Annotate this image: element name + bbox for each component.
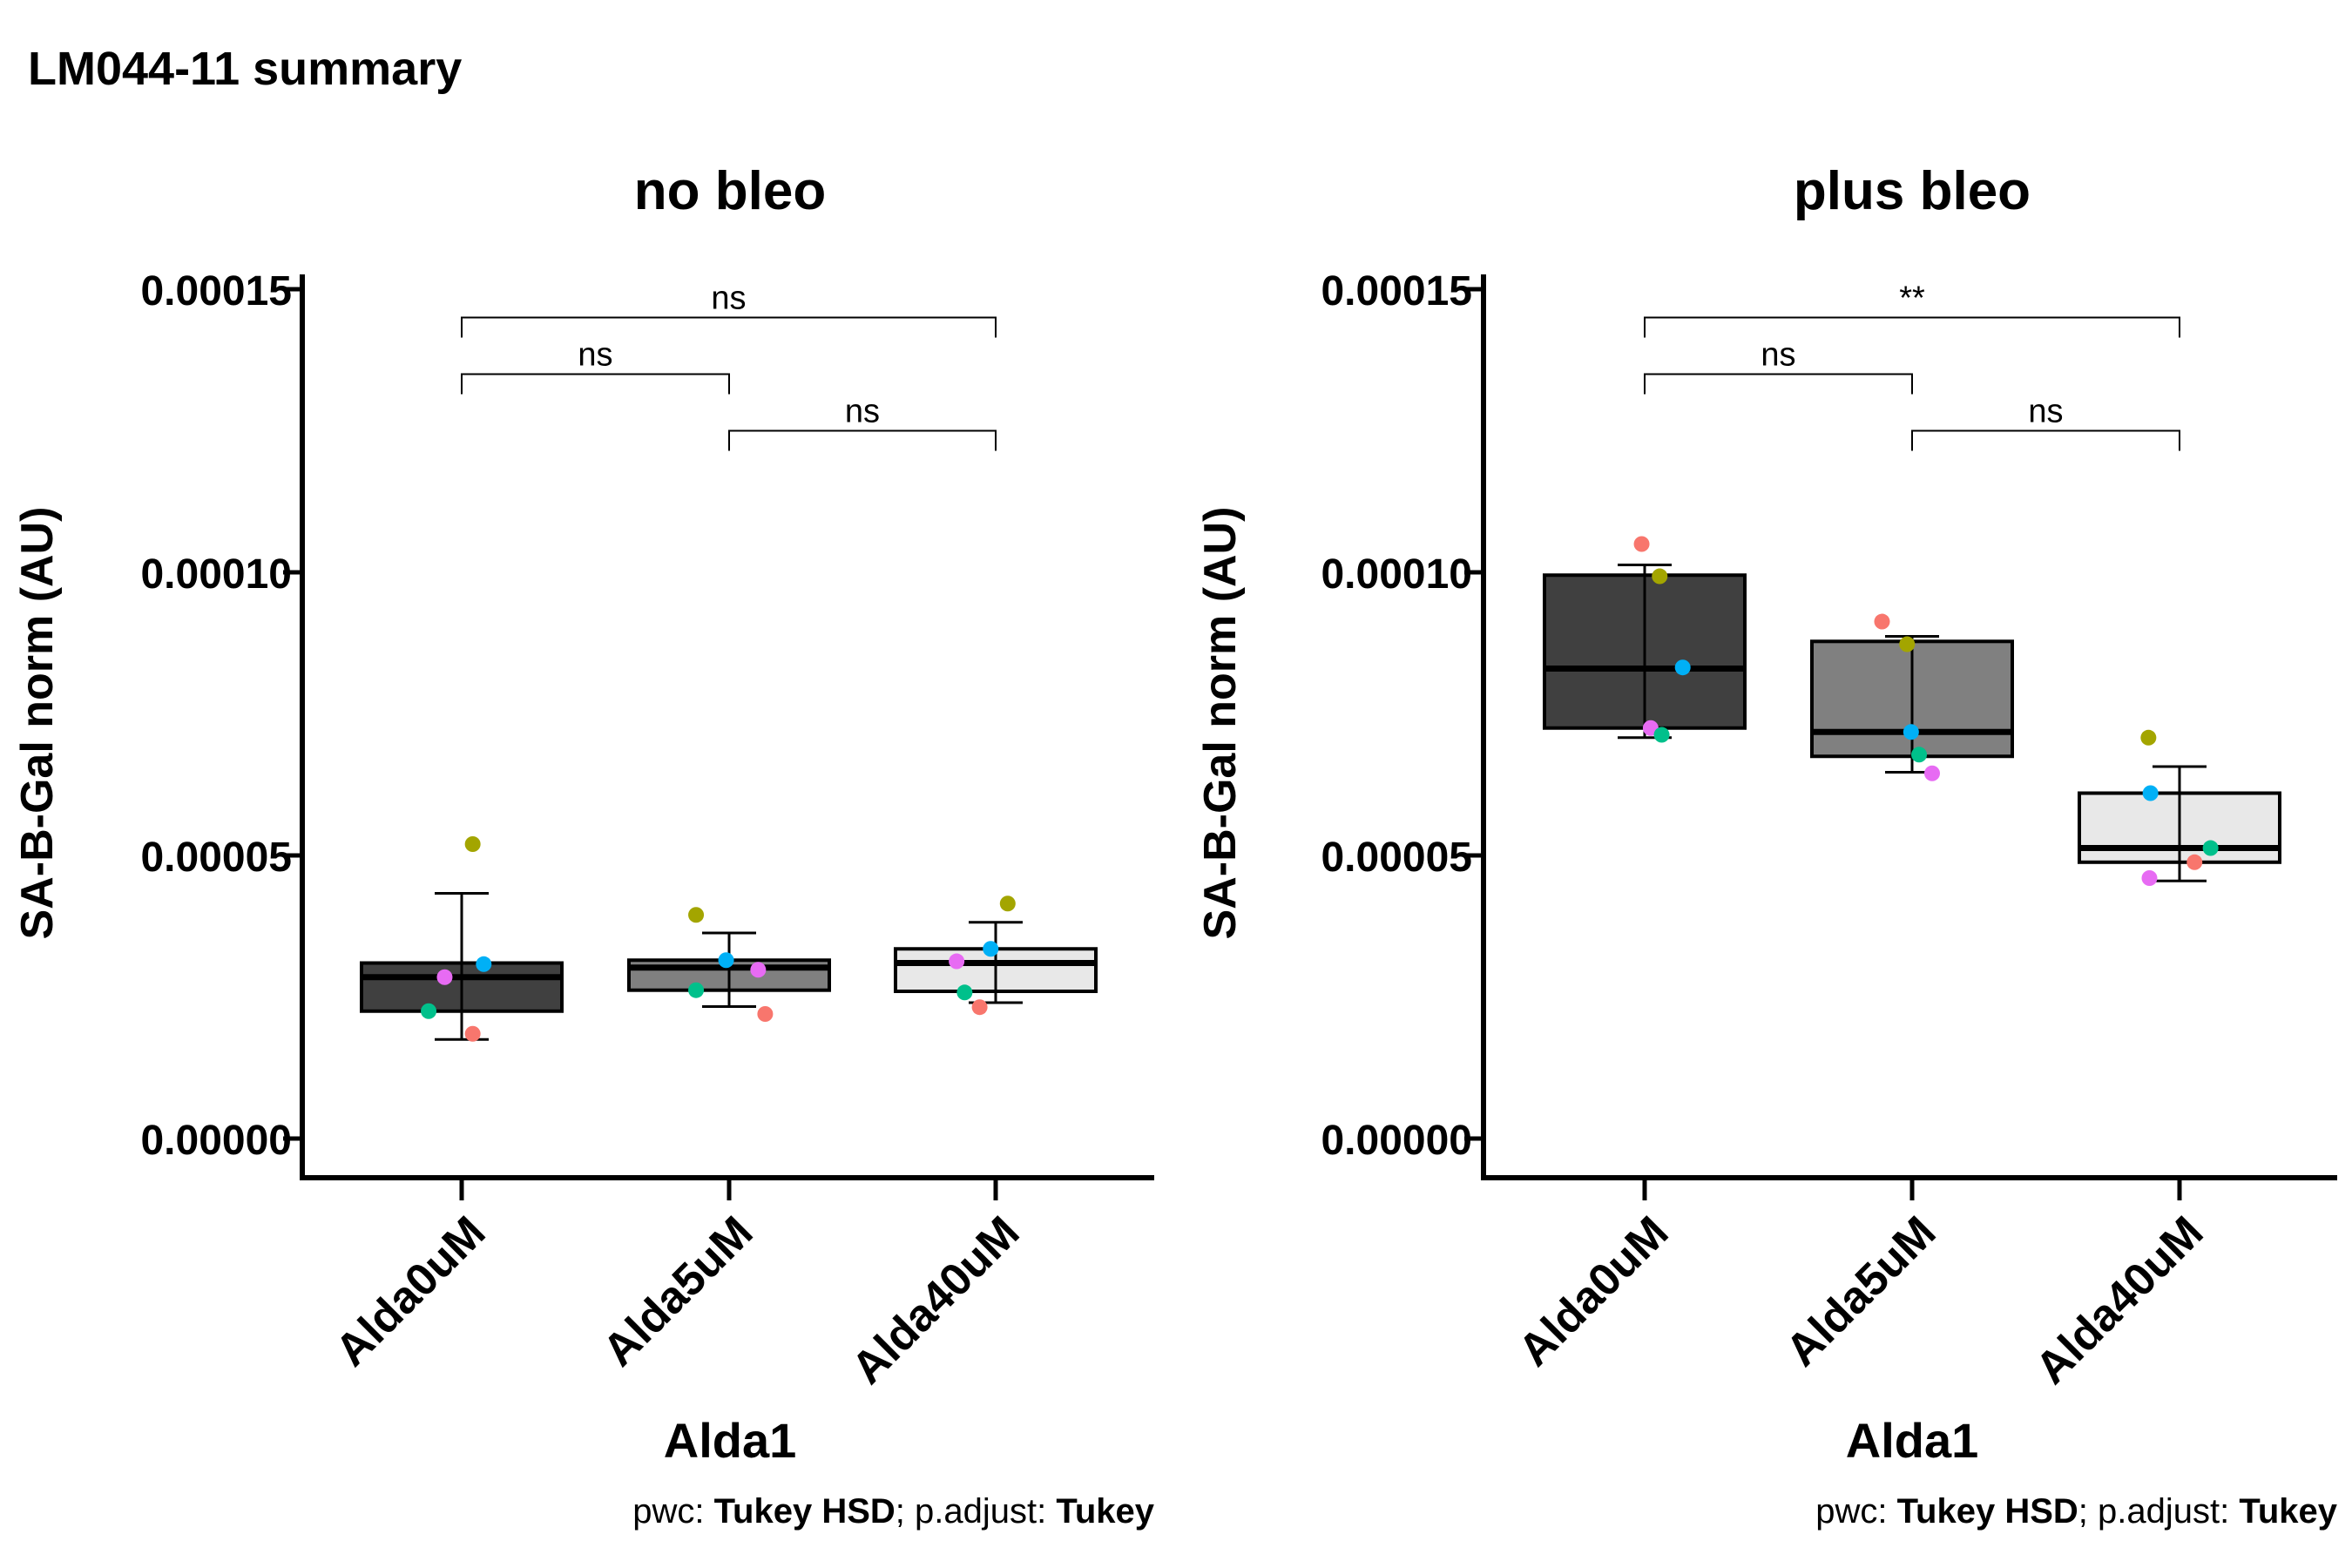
x-tick-label: Alda0uM bbox=[1509, 1206, 1678, 1375]
data-point bbox=[2141, 870, 2158, 886]
caption-pwc-value: Tukey HSD bbox=[714, 1492, 896, 1531]
data-point bbox=[2140, 729, 2157, 746]
x-axis-label: Alda1 bbox=[1846, 1413, 1979, 1468]
y-tick-label: 0.00015 bbox=[140, 268, 292, 314]
panel-title: plus bleo bbox=[1794, 161, 2031, 221]
box-Alda5uM bbox=[627, 931, 831, 1009]
data-point bbox=[1903, 724, 1919, 740]
data-point bbox=[2142, 785, 2159, 801]
caption-pwc-label: pwc: bbox=[1815, 1492, 1896, 1531]
data-point bbox=[757, 1006, 774, 1022]
y-tick-label: 0.00005 bbox=[140, 835, 292, 881]
data-point bbox=[2202, 840, 2219, 856]
data-point bbox=[421, 1003, 437, 1019]
data-point bbox=[1924, 765, 1940, 781]
data-point bbox=[949, 953, 965, 970]
significance-bracket: ns bbox=[1644, 337, 1913, 395]
significance-bracket: ** bbox=[1644, 280, 2180, 338]
box-Alda0uM bbox=[1543, 564, 1747, 740]
bracket-line bbox=[1644, 373, 1913, 395]
data-point bbox=[1911, 747, 1928, 763]
bracket-label: ** bbox=[1899, 280, 1925, 317]
y-tick-label: 0.00000 bbox=[140, 1118, 292, 1164]
x-tick-label: Alda40uM bbox=[842, 1206, 1030, 1394]
box-Alda40uM bbox=[894, 921, 1098, 1004]
page-title: LM044-11 summary bbox=[28, 43, 463, 95]
box-Alda40uM bbox=[2078, 765, 2281, 882]
bracket-label: ns bbox=[1761, 337, 1795, 374]
bracket-line bbox=[461, 316, 997, 338]
test-caption: pwc: Tukey HSD; p.adjust: Tukey bbox=[1815, 1492, 2338, 1531]
data-point bbox=[750, 962, 767, 978]
x-tick-label: Alda0uM bbox=[326, 1206, 495, 1375]
caption-adj-value: Tukey bbox=[1056, 1492, 1154, 1531]
y-axis-label: SA-B-Gal norm (AU) bbox=[12, 507, 63, 940]
test-caption: pwc: Tukey HSD; p.adjust: Tukey bbox=[632, 1492, 1155, 1531]
data-point bbox=[956, 984, 973, 1001]
y-tick-label: 0.00010 bbox=[140, 551, 292, 598]
data-point bbox=[1674, 659, 1691, 676]
caption-adj-value: Tukey bbox=[2239, 1492, 2337, 1531]
box-Alda0uM bbox=[360, 892, 564, 1041]
y-tick-label: 0.00000 bbox=[1321, 1118, 1472, 1164]
data-point bbox=[688, 907, 705, 923]
data-point bbox=[971, 999, 988, 1016]
y-axis-label: SA-B-Gal norm (AU) bbox=[1195, 507, 1246, 940]
x-tick-label: Alda40uM bbox=[2026, 1206, 2213, 1394]
caption-pwc-value: Tukey HSD bbox=[1897, 1492, 2078, 1531]
data-point bbox=[688, 982, 705, 998]
panel-no-bleo: no bleo 0.00000 0.00005 0.00010 0.00015 SA-B-… bbox=[12, 161, 1155, 1531]
data-point bbox=[436, 969, 453, 985]
data-point bbox=[1874, 613, 1890, 630]
bracket-label: ns bbox=[845, 394, 880, 430]
significance-bracket: ns bbox=[461, 337, 730, 395]
data-point bbox=[464, 836, 481, 852]
x-tick-label: Alda5uM bbox=[593, 1206, 762, 1375]
significance-bracket: ns bbox=[461, 280, 997, 338]
x-axis-label: Alda1 bbox=[664, 1413, 797, 1468]
data-point bbox=[1653, 727, 1670, 743]
bracket-line bbox=[728, 429, 997, 451]
y-tick-label: 0.00015 bbox=[1321, 268, 1472, 314]
data-point bbox=[464, 1025, 481, 1042]
bracket-label: ns bbox=[2028, 394, 2063, 430]
bracket-line bbox=[1644, 316, 2180, 338]
bracket-label: ns bbox=[711, 280, 746, 317]
caption-pwc-label: pwc: bbox=[632, 1492, 713, 1531]
data-point bbox=[999, 896, 1016, 912]
data-point bbox=[1633, 536, 1650, 552]
significance-bracket: ns bbox=[1911, 394, 2180, 451]
bracket-label: ns bbox=[578, 337, 612, 374]
data-point bbox=[476, 956, 492, 972]
data-point bbox=[718, 952, 734, 969]
data-point bbox=[983, 941, 999, 957]
y-tick-label: 0.00010 bbox=[1321, 551, 1472, 598]
bracket-line bbox=[1911, 429, 2180, 451]
caption-sep: ; p.adjust: bbox=[2078, 1492, 2240, 1531]
caption-sep: ; p.adjust: bbox=[896, 1492, 1057, 1531]
significance-bracket: ns bbox=[728, 394, 997, 451]
panel-title: no bleo bbox=[634, 161, 826, 221]
data-point bbox=[1899, 636, 1916, 652]
panel-plus-bleo: plus bleo 0.00000 0.00005 0.00010 0.00015 SA-… bbox=[1195, 161, 2338, 1531]
y-tick-label: 0.00005 bbox=[1321, 835, 1472, 881]
x-tick-label: Alda5uM bbox=[1776, 1206, 1945, 1375]
bracket-line bbox=[461, 373, 730, 395]
data-point bbox=[2186, 854, 2203, 870]
data-point bbox=[1652, 568, 1668, 585]
